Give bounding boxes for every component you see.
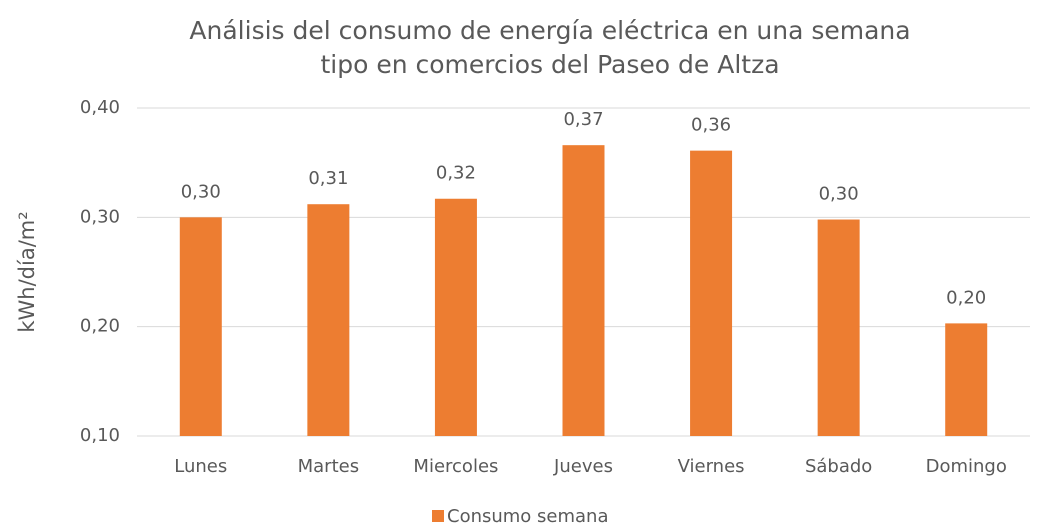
bar	[817, 219, 860, 436]
y-tick-label: 0,10	[80, 425, 120, 446]
data-label: 0,37	[563, 109, 603, 130]
x-tick-label: Domingo	[926, 456, 1007, 477]
bar	[945, 323, 988, 436]
bar	[690, 150, 733, 436]
x-tick-label: Sábado	[805, 456, 872, 477]
data-label: 0,30	[819, 184, 859, 205]
x-tick-label: Martes	[298, 456, 359, 477]
y-tick-label: 0,30	[80, 206, 120, 227]
legend-label: Consumo semana	[447, 506, 609, 527]
x-tick-label: Lunes	[174, 456, 227, 477]
x-tick-label: Jueves	[553, 456, 613, 477]
y-axis-label: kWh/día/m²	[15, 211, 39, 332]
data-label: 0,31	[308, 168, 348, 189]
x-tick-label: Miercoles	[413, 456, 498, 477]
data-label: 0,20	[946, 287, 986, 308]
bar	[562, 145, 605, 436]
legend-swatch	[432, 510, 444, 522]
x-tick-label: Viernes	[678, 456, 745, 477]
bar	[179, 217, 222, 436]
bar	[307, 204, 350, 436]
y-tick-label: 0,20	[80, 316, 120, 337]
data-label: 0,36	[691, 115, 731, 136]
data-label: 0,32	[436, 163, 476, 184]
chart-title: Análisis del consumo de energía eléctric…	[189, 16, 911, 79]
data-label: 0,30	[181, 181, 221, 202]
bar	[434, 198, 477, 436]
y-tick-label: 0,40	[80, 97, 120, 118]
